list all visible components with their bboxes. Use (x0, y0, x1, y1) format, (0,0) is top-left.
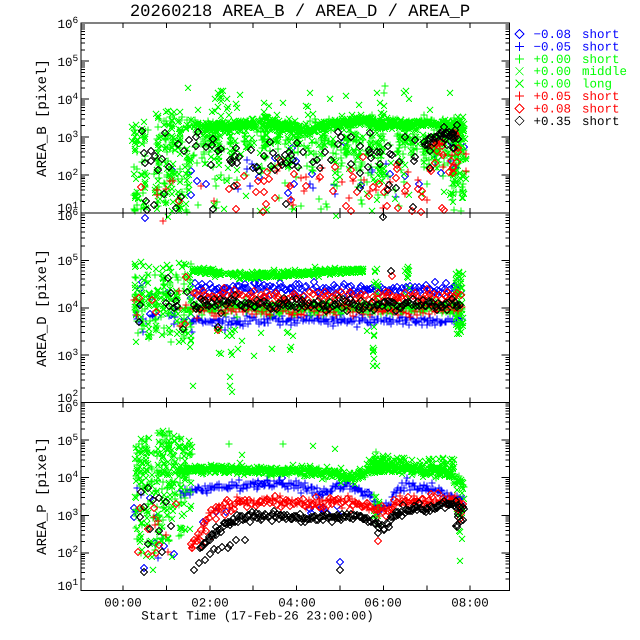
svg-text:10: 10 (57, 580, 72, 594)
svg-text:+0.00: +0.00 (534, 78, 572, 92)
svg-text:1: 1 (73, 200, 79, 211)
svg-text:10: 10 (57, 56, 72, 70)
svg-text:2: 2 (73, 388, 79, 399)
svg-text:10: 10 (57, 392, 72, 406)
svg-text:+0.00: +0.00 (534, 53, 572, 67)
svg-text:06:00: 06:00 (364, 597, 402, 611)
svg-text:+0.08: +0.08 (534, 102, 572, 116)
svg-text:3: 3 (73, 347, 79, 358)
svg-text:3: 3 (73, 507, 79, 518)
svg-text:04:00: 04:00 (278, 597, 316, 611)
svg-text:10: 10 (57, 170, 72, 184)
svg-text:4: 4 (73, 469, 79, 480)
svg-text:10: 10 (57, 435, 72, 449)
svg-text:short: short (582, 102, 620, 116)
svg-text:long: long (582, 78, 612, 92)
svg-text:08:00: 08:00 (451, 597, 489, 611)
svg-text:5: 5 (73, 252, 79, 263)
svg-text:10: 10 (57, 350, 72, 364)
svg-text:10: 10 (57, 202, 72, 216)
svg-text:−0.05: −0.05 (534, 40, 572, 54)
svg-text:+0.05: +0.05 (534, 90, 572, 104)
svg-text:10: 10 (57, 302, 72, 316)
svg-text:short: short (582, 53, 620, 67)
svg-text:10: 10 (57, 132, 72, 146)
svg-text:4: 4 (73, 91, 79, 102)
svg-text:2: 2 (73, 544, 79, 555)
svg-text:02:00: 02:00 (191, 597, 229, 611)
svg-text:00:00: 00:00 (104, 597, 142, 611)
svg-text:+0.35: +0.35 (534, 115, 572, 129)
svg-text:10: 10 (57, 402, 72, 416)
svg-text:2: 2 (73, 167, 79, 178)
svg-text:10: 10 (57, 472, 72, 486)
svg-text:1: 1 (73, 577, 79, 588)
svg-text:4: 4 (73, 299, 79, 310)
svg-text:short: short (582, 115, 620, 129)
svg-text:20260218 AREA_B / AREA_D / ARE: 20260218 AREA_B / AREA_D / AREA_P (130, 3, 470, 22)
svg-text:AREA_B [pixel]: AREA_B [pixel] (35, 59, 51, 177)
svg-text:Start Time (17-Feb-26 23:00:00: Start Time (17-Feb-26 23:00:00) (141, 610, 374, 624)
svg-text:middle: middle (582, 65, 627, 79)
svg-text:+0.00: +0.00 (534, 65, 572, 79)
svg-text:short: short (582, 40, 620, 54)
svg-text:5: 5 (73, 432, 79, 443)
svg-text:6: 6 (73, 207, 79, 218)
svg-text:10: 10 (57, 210, 72, 224)
svg-text:5: 5 (73, 53, 79, 64)
svg-text:6: 6 (73, 15, 79, 26)
svg-text:AREA_P [pixel]: AREA_P [pixel] (35, 437, 51, 555)
svg-text:−0.08: −0.08 (534, 28, 572, 42)
svg-text:short: short (582, 28, 620, 42)
svg-text:short: short (582, 90, 620, 104)
svg-text:3: 3 (73, 129, 79, 140)
svg-text:AREA_D [pixel]: AREA_D [pixel] (35, 249, 51, 367)
svg-text:10: 10 (57, 255, 72, 269)
svg-text:10: 10 (57, 94, 72, 108)
svg-text:10: 10 (57, 510, 72, 524)
svg-text:10: 10 (57, 18, 72, 32)
svg-text:10: 10 (57, 547, 72, 561)
svg-text:6: 6 (73, 398, 79, 409)
